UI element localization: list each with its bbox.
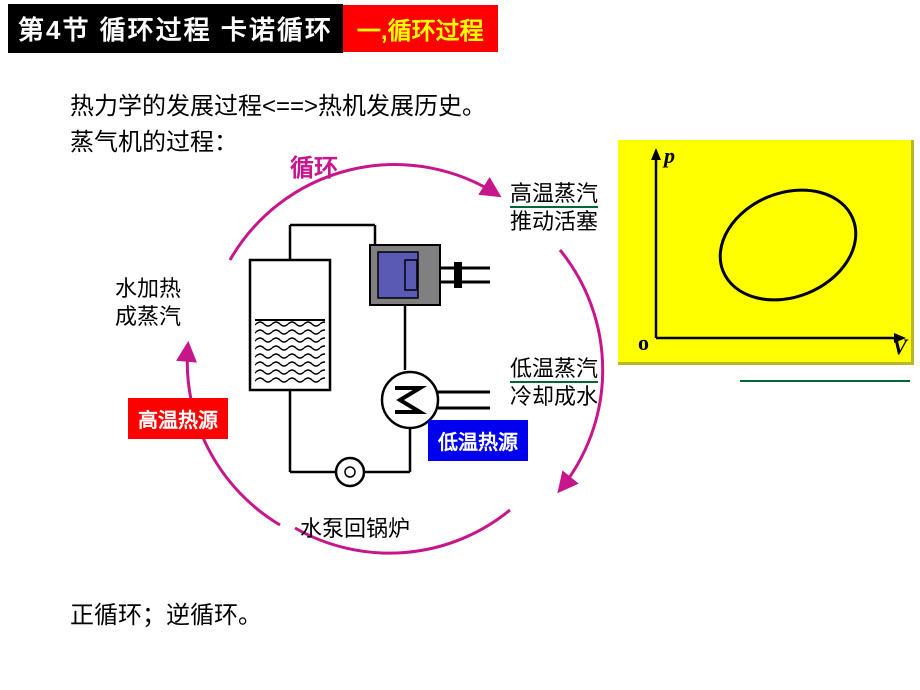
boiler-icon [250,225,375,390]
node-top-right: 高温蒸汽 推动活塞 [510,180,598,235]
node-top-right-l1: 高温蒸汽 [510,181,598,208]
cold-reservoir-label: 低温热源 [428,420,528,461]
text-line1: 热力学的发展过程<==>热机发展历史。 [70,86,486,121]
hot-reservoir-label: 高温热源 [128,398,228,439]
node-bottom-right-l2: 冷却成水 [510,384,598,409]
title-red: 一,循环过程 [343,5,498,52]
node-left-l2: 成蒸汽 [115,304,181,329]
node-top-right-l2: 推动活塞 [510,209,598,234]
node-left: 水加热 成蒸汽 [115,275,181,330]
text-line2: 蒸气机的过程： [70,122,238,157]
pv-p-label: p [664,143,675,169]
pv-v-label: V [892,334,907,360]
node-left-l1: 水加热 [115,276,181,301]
node-bottom-right-l1: 低温蒸汽 [510,356,598,383]
pv-o-label: o [638,330,649,356]
node-bottom-right: 低温蒸汽 冷却成水 [510,355,598,410]
green-underline-tick [740,380,910,382]
cycle-label: 循环 [290,148,338,183]
pump-icon [290,390,410,486]
pv-diagram: p V o [618,140,914,365]
title-bar: 第4节 循环过程 卡诺循环 一,循环过程 [0,0,920,53]
cycle-arc-top [230,165,498,260]
title-black: 第4节 循环过程 卡诺循环 [8,4,343,53]
piston-icon [370,245,490,370]
node-bottom-center: 水泵回锅炉 [300,515,410,543]
bottom-text: 正循环；逆循环。 [70,595,262,630]
